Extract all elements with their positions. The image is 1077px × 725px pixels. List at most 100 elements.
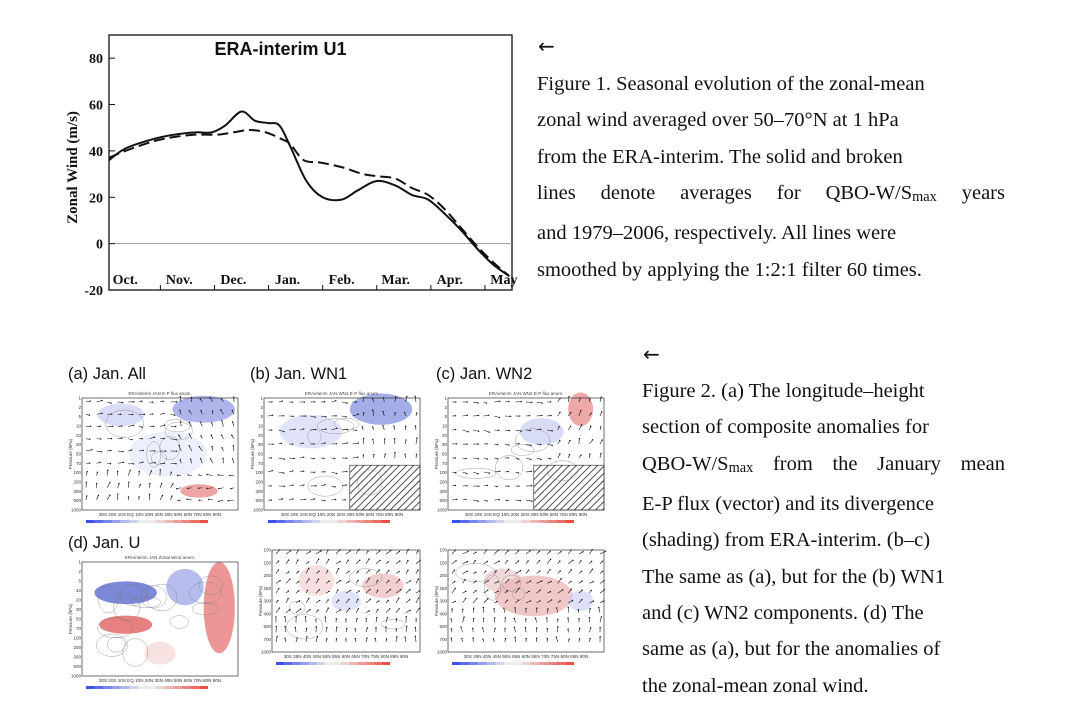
pressure-tick-label: 400 [263,611,271,616]
flux-vector-head [163,424,166,426]
flux-vector [567,396,570,403]
pressure-tick-label: 100 [73,636,81,641]
flux-vector-head [295,616,297,618]
figure2-caption: Figure 2. (a) The longitude–height secti… [642,373,1005,704]
flux-vector [211,446,214,452]
flux-vector [325,550,329,555]
flux-vector [568,412,571,417]
colorbar-cell [504,662,513,665]
flux-vector [599,439,603,445]
flux-vector-head [525,607,527,610]
flux-vector [599,580,605,584]
caption-line: The same as (a), but for the (b) WN1 [642,565,946,588]
flux-vector-head [549,401,552,403]
flux-vector-head [601,439,603,441]
flux-vector-head [175,401,178,403]
contour-line [97,617,133,638]
flux-vector-head [539,570,541,572]
flux-vector-head [275,625,277,628]
figure1-chart: 80 60 40 20 0 -20 Oct. Nov. Dec. Jan. Feb. Mar. Apr.… [60,28,520,299]
caption-line: section of composite anomalies for [642,416,929,439]
pressure-axis-label: Pressure (hPa) [434,585,439,616]
contour-line [146,441,162,468]
colorbar-cell [173,520,182,523]
flux-vector-head [220,434,223,436]
flux-vector-head [550,414,552,417]
shading-blob [568,392,594,426]
flux-vector-head [142,461,144,463]
colorbar-cell [452,520,461,523]
flux-vector-head [557,626,559,628]
flux-vector [415,597,419,604]
flux-vector [415,560,421,565]
flux-vector-head [388,569,390,572]
flux-vector-head [504,637,507,640]
flux-vector-head [398,608,400,610]
flux-vector-head [598,606,600,609]
contour-line [122,638,149,667]
flux-vector-head [326,638,328,640]
flux-vector-head [357,608,360,610]
flux-vector-head [211,410,214,412]
colorbar-cell [478,520,487,523]
flux-vector [451,560,457,565]
flux-vector-head [178,444,180,447]
x-month-label: Jan. [275,273,300,288]
caption-line: Figure 2. (a) The longitude–height [642,380,925,402]
pressure-tick-label: 300 [439,599,447,604]
flux-vector [200,422,203,427]
flux-vector-head [153,450,156,452]
flux-vector [285,609,291,613]
flux-vector [578,410,582,417]
figure1-return-arrow[interactable]: ← [538,34,555,58]
flux-vector [289,428,295,431]
flux-vector [514,627,516,633]
flux-vector-head [227,500,229,502]
flux-vector-head [88,414,91,416]
flux-vector-head [277,560,280,562]
flux-vector-head [367,550,369,553]
flux-vector-head [314,416,316,418]
flux-vector-head [487,580,489,582]
flux-vector-head [454,428,457,431]
flux-vector [320,428,327,431]
flux-vector [345,608,350,613]
flux-vector [267,470,273,473]
panel-a-plot: ERAinterim JAN E-P flux anom. 1 2 5 10 20 30 50… [68,391,239,523]
flux-vector [232,421,235,427]
flux-vector-head [116,470,119,473]
contour-line [286,614,324,640]
flux-vector-head [570,569,573,571]
pressure-tick-label: 1000 [437,508,448,513]
colorbar-cell [349,662,358,665]
flux-vector-head [344,499,346,501]
flux-vector-head [466,561,469,563]
flux-vector [299,484,304,487]
flux-vector-head [409,609,411,611]
flux-vector-head [345,484,347,486]
pressure-tick-label: 400 [439,611,447,616]
flux-vector-head [313,498,316,500]
flux-vector-head [86,470,88,473]
flux-vector-head [378,600,380,602]
flux-vector-head [297,580,300,583]
flux-vector [117,462,124,464]
flux-vector-head [557,618,559,621]
flux-vector-head [572,559,574,562]
colorbar-cell [513,662,522,665]
colorbar-cell [129,686,139,689]
flux-vector-head [450,637,452,639]
flux-vector-head [346,402,348,404]
flux-vector-head [546,627,549,630]
flux-vector-head [221,447,223,449]
flux-vector [315,550,322,555]
contour-line [105,409,144,438]
flux-vector-head [163,412,165,415]
flux-vector-head [179,459,182,461]
flux-vector [535,618,537,623]
flux-vector-head [130,449,133,451]
flux-vector-head [518,485,520,487]
flux-vector [365,627,368,633]
figure2-return-arrow[interactable]: ← [643,342,660,366]
flux-vector-head [229,474,231,477]
